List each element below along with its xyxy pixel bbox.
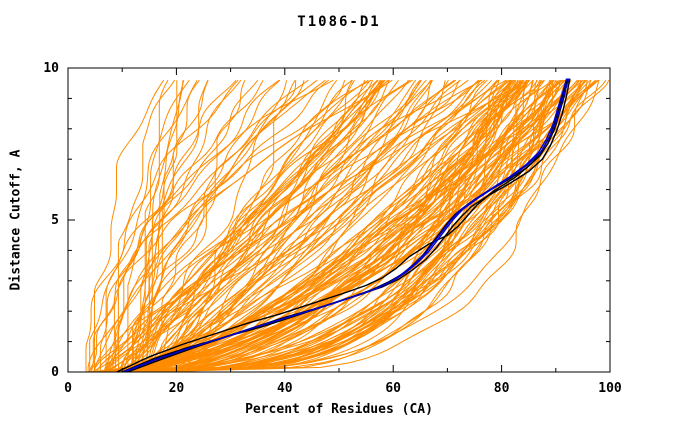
model-curve — [151, 79, 596, 373]
model-curve — [113, 80, 209, 373]
model-curve — [125, 80, 366, 373]
model-curve — [154, 79, 479, 373]
model-curve — [132, 80, 510, 373]
x-axis-label: Percent of Residues (CA) — [245, 402, 433, 417]
model-curve — [158, 79, 525, 373]
best-model-black-2-curve — [127, 78, 571, 373]
axes-frame — [67, 67, 611, 373]
model-curve — [109, 79, 486, 373]
model-curve — [103, 79, 507, 373]
model-curve — [84, 79, 579, 373]
model-curve — [129, 79, 607, 373]
model-curve — [143, 79, 570, 373]
model-curve — [120, 79, 259, 373]
model-curve — [99, 79, 242, 372]
model-curve — [148, 80, 588, 373]
y-axis-label: Distance Cutoff, A — [8, 149, 24, 291]
model-curve — [85, 79, 239, 372]
x-tick-label: 80 — [494, 381, 510, 396]
model-curve — [135, 79, 281, 372]
model-curve — [89, 79, 334, 372]
tick-labels: 0 20 40 60 80 100 0 5 10 — [43, 61, 622, 396]
model-curve — [103, 79, 371, 373]
model-curve — [112, 79, 559, 373]
model-curve — [138, 79, 296, 373]
best-model-blue-2-curve — [121, 78, 568, 373]
model-curve — [88, 79, 264, 373]
x-tick-label: 20 — [169, 381, 185, 396]
model-curve — [88, 79, 610, 373]
plot-title: T1086-D1 — [297, 14, 381, 30]
model-curve — [122, 79, 498, 373]
model-curve — [102, 79, 566, 373]
model-curve — [157, 79, 449, 373]
model-curve — [132, 79, 482, 373]
model-curve — [88, 80, 561, 373]
model-curve — [150, 79, 400, 373]
model-curve — [118, 80, 600, 373]
model-curve — [149, 79, 555, 373]
model-curve — [140, 79, 512, 373]
model-curve — [147, 80, 305, 373]
model-curve — [102, 79, 433, 373]
model-curve — [157, 79, 460, 373]
model-curve — [103, 79, 386, 373]
model-curve — [96, 79, 457, 373]
model-curve — [88, 79, 469, 373]
model-curve — [137, 79, 390, 373]
model-curve — [103, 79, 374, 373]
model-curve — [128, 79, 330, 373]
x-tick-label: 60 — [385, 381, 401, 396]
model-curve — [102, 79, 566, 373]
model-curve — [116, 79, 493, 373]
model-curve — [153, 79, 433, 373]
model-curve — [161, 79, 461, 373]
model-curve — [105, 79, 198, 372]
model-curve — [130, 80, 346, 373]
model-curve — [128, 79, 561, 373]
model-curve — [150, 80, 541, 373]
y-tick-label: 10 — [43, 61, 59, 76]
model-curve — [132, 79, 169, 372]
model-curve — [137, 79, 528, 373]
y-tick-label: 0 — [51, 365, 59, 380]
model-curve — [159, 79, 353, 372]
y-tick-label: 5 — [51, 213, 59, 228]
model-curve — [87, 79, 393, 372]
highlight-curves — [116, 78, 571, 373]
x-tick-label: 40 — [277, 381, 293, 396]
model-curve — [94, 79, 165, 372]
model-curve — [141, 79, 516, 373]
model-curve — [133, 80, 287, 373]
model-curve — [89, 79, 565, 373]
model-curve — [117, 79, 554, 373]
model-curve — [131, 79, 246, 373]
model-curve — [128, 80, 527, 373]
x-tick-label: 100 — [598, 381, 622, 396]
model-curve — [135, 79, 516, 373]
ensemble-curves — [84, 79, 610, 373]
x-tick-label: 0 — [64, 381, 72, 396]
model-curve — [140, 80, 178, 373]
model-curve — [141, 79, 318, 372]
model-curve — [127, 80, 551, 373]
